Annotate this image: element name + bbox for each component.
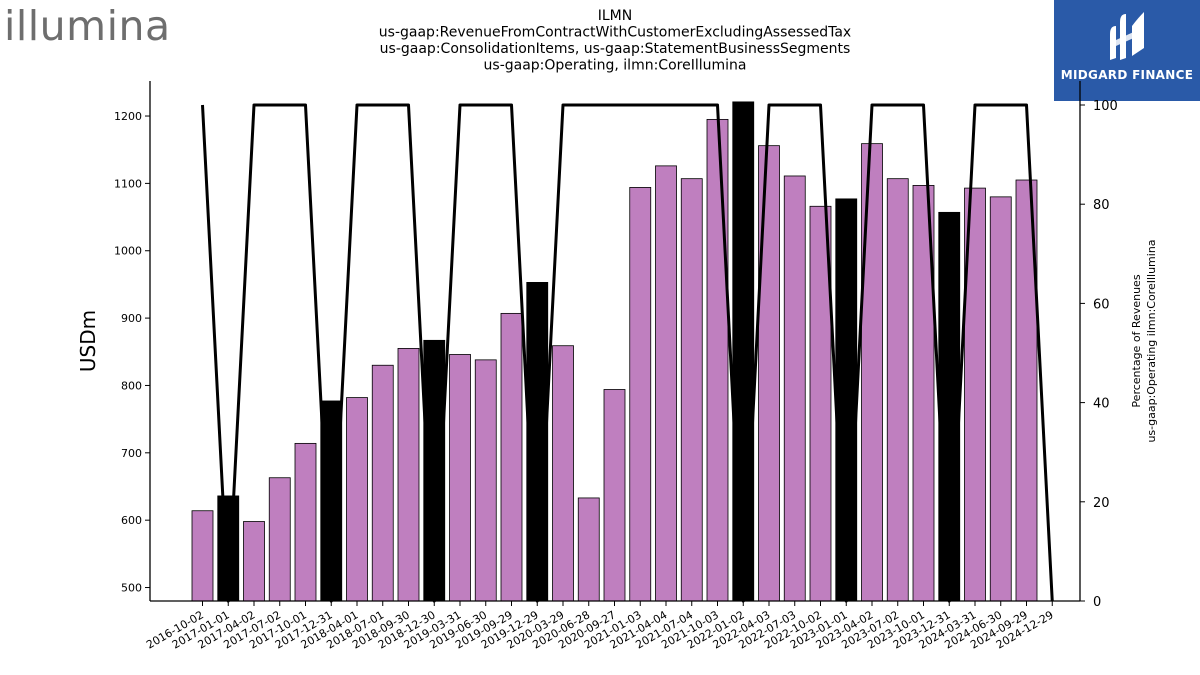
bar xyxy=(268,477,291,602)
bar xyxy=(938,211,961,602)
illumina-logo-text: illumina xyxy=(4,2,171,50)
bar xyxy=(706,118,729,602)
bar xyxy=(552,345,574,602)
y-tick-label: 700 xyxy=(121,447,142,460)
y-tick-label: 1100 xyxy=(114,177,142,190)
bar xyxy=(577,497,600,602)
y2-axis-label-line: us-gaap:Operating ilmn:CoreIllumina xyxy=(1145,239,1158,442)
chart-title-line: us-gaap:RevenueFromContractWithCustomerE… xyxy=(379,25,851,41)
illumina-logo: illumina xyxy=(4,2,174,50)
bar xyxy=(371,364,394,602)
bar xyxy=(886,178,909,602)
y2-tick-label: 80 xyxy=(1093,198,1110,213)
y-tick-label: 800 xyxy=(121,379,142,392)
percentage-line xyxy=(201,103,1054,603)
bar xyxy=(758,145,780,602)
bar xyxy=(835,198,858,602)
bar xyxy=(861,143,883,602)
bar xyxy=(191,510,214,602)
bar xyxy=(474,359,497,602)
y2-tick-label: 0 xyxy=(1093,595,1101,610)
bar xyxy=(243,521,265,602)
bar xyxy=(655,165,677,602)
bar xyxy=(500,312,523,602)
bar xyxy=(732,101,755,602)
y-tick-label: 1000 xyxy=(114,245,142,258)
bar xyxy=(989,196,1012,602)
chart-title-line: us-gaap:ConsolidationItems, us-gaap:Stat… xyxy=(380,41,851,57)
y-tick-label: 500 xyxy=(121,582,142,595)
bar xyxy=(783,175,806,602)
y2-tick-label: 20 xyxy=(1093,496,1110,511)
y2-tick-label: 100 xyxy=(1093,99,1118,114)
y-tick-label: 1200 xyxy=(114,110,142,123)
y-axis-label: USDm xyxy=(76,310,100,372)
y2-tick-label: 60 xyxy=(1093,297,1110,312)
bar xyxy=(449,354,471,602)
y2-axis-label-line: Percentage of Revenues xyxy=(1130,274,1143,407)
y-tick-label: 900 xyxy=(121,312,142,325)
midgard-finance-logo: MIDGARD FINANCE xyxy=(1054,0,1200,101)
bar xyxy=(397,348,420,602)
bar xyxy=(346,397,368,602)
y2-tick-label: 40 xyxy=(1093,397,1110,412)
chart-title-line: ILMN xyxy=(598,8,632,24)
bar xyxy=(294,442,317,602)
chart-title-line: us-gaap:Operating, ilmn:CoreIllumina xyxy=(484,58,747,74)
midgard-logo-text: MIDGARD FINANCE xyxy=(1060,68,1194,82)
bar xyxy=(629,187,652,602)
bar xyxy=(680,178,703,602)
bar xyxy=(603,389,626,602)
y-tick-label: 600 xyxy=(121,514,142,527)
midgard-logo-icon xyxy=(1110,12,1144,60)
